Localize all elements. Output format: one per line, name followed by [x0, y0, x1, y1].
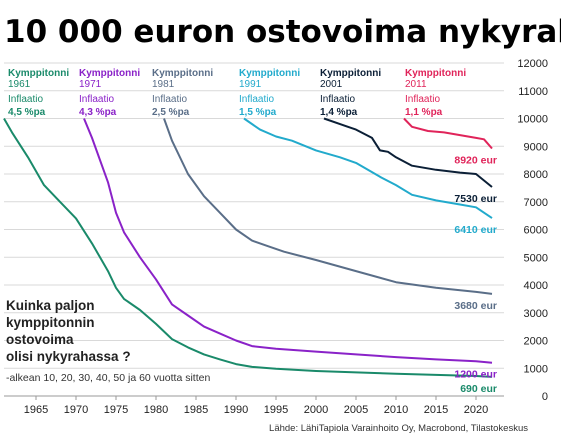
series-header-line: Inflaatio [239, 94, 274, 105]
series-header-line: Inflaatio [8, 94, 43, 105]
series-end-label: 1200 eur [454, 369, 497, 381]
y-axis-ticks: 0 1000 2000 3000 4000 5000 6000 7000 8000 9000 100… [517, 58, 548, 403]
series-header-line: 1971 [79, 79, 102, 90]
series-header-line: 2001 [320, 79, 343, 90]
x-tick-label: 1980 [144, 404, 168, 416]
series-line-1961 [3, 118, 493, 378]
x-tick-label: 1970 [64, 404, 88, 416]
series-line-1971 [83, 118, 493, 364]
series-end-label: 7530 eur [454, 193, 497, 205]
chart-title: 10 000 euron ostovoima nykyrahassa [4, 14, 561, 50]
chart-subtitle: Kuinka paljon kymppitonnin ostovoima olisi … [6, 298, 131, 364]
series-header-line: 4,3 %pa [79, 107, 117, 118]
y-tick-label: 12000 [517, 58, 548, 70]
subtitle-line: ostovoima [6, 332, 74, 347]
series-end-label: 690 eur [460, 383, 497, 395]
series-header-line: 1,5 %pa [239, 107, 277, 118]
y-tick-label: 6000 [524, 225, 548, 237]
x-tick-label: 2015 [424, 404, 448, 416]
y-tick-label: 10000 [517, 114, 548, 126]
chart-note: -alkean 10, 20, 30, 40, 50 ja 60 vuotta … [6, 372, 210, 384]
x-tick-label: 2020 [464, 404, 488, 416]
series-end-label: 3680 eur [454, 300, 497, 312]
x-tick-label: 1965 [24, 404, 48, 416]
series-header-line: Inflaatio [79, 94, 114, 105]
subtitle-line: Kuinka paljon [6, 298, 95, 313]
series-header-line: Inflaatio [152, 94, 187, 105]
x-tick-label: 2005 [344, 404, 368, 416]
x-tick-label: 1985 [184, 404, 208, 416]
series-header-line: Inflaatio [320, 94, 355, 105]
y-tick-label: 0 [542, 391, 548, 403]
series-end-label: 8920 eur [454, 154, 497, 166]
series-header-line: 2011 [405, 79, 427, 90]
y-tick-label: 1000 [524, 363, 548, 375]
series-lines [3, 117, 493, 378]
y-tick-label: 3000 [524, 308, 548, 320]
y-tick-label: 9000 [524, 141, 548, 153]
series-line-2011 [403, 117, 493, 150]
x-tick-label: 2000 [304, 404, 328, 416]
series-end-labels: 690 eur 1200 eur 3680 eur 6410 eur 7530 eur 8… [454, 154, 497, 394]
series-end-label: 6410 eur [454, 224, 497, 236]
series-header-line: 4,5 %pa [8, 107, 46, 118]
series-header-line: Kymppitonni [8, 68, 69, 79]
y-tick-label: 2000 [524, 336, 548, 348]
series-header-line: Kymppitonni [79, 68, 140, 79]
series-header-line: Kymppitonni [239, 68, 300, 79]
grid [4, 62, 504, 397]
x-tick-label: 1975 [104, 404, 128, 416]
y-tick-label: 11000 [518, 86, 548, 98]
y-tick-label: 8000 [524, 169, 548, 181]
series-header-line: 1981 [152, 79, 175, 90]
series-header-line: Inflaatio [405, 94, 440, 105]
series-header-line: 1961 [8, 79, 31, 90]
series-header-line: 1991 [239, 79, 262, 90]
subtitle-line: kymppitonnin [6, 315, 95, 330]
subtitle-line: olisi nykyrahassa ? [6, 349, 131, 364]
series-line-1991 [243, 117, 493, 219]
x-tick-label: 1990 [224, 404, 248, 416]
series-header-line: Kymppitonni [320, 68, 381, 79]
y-tick-label: 4000 [524, 280, 548, 292]
series-header-line: Kymppitonni [405, 68, 466, 79]
series-header-line: 1,4 %pa [320, 107, 358, 118]
x-axis-ticks: 1965 1970 1975 1980 1985 1990 1995 2000 2005 2010… [4, 395, 504, 416]
series-header-line: Kymppitonni [152, 68, 213, 79]
series-line-2001 [323, 117, 493, 188]
series-header-line: 2,5 %pa [152, 107, 190, 118]
x-tick-label: 2010 [384, 404, 408, 416]
y-tick-label: 5000 [524, 252, 548, 264]
series-line-1981 [163, 118, 493, 295]
chart-source: Lähde: LähiTapiola Varainhoito Oy, Macro… [269, 423, 528, 434]
y-tick-label: 7000 [524, 197, 548, 209]
series-header-line: 1,1 %pa [405, 107, 443, 118]
x-tick-label: 1995 [264, 404, 288, 416]
